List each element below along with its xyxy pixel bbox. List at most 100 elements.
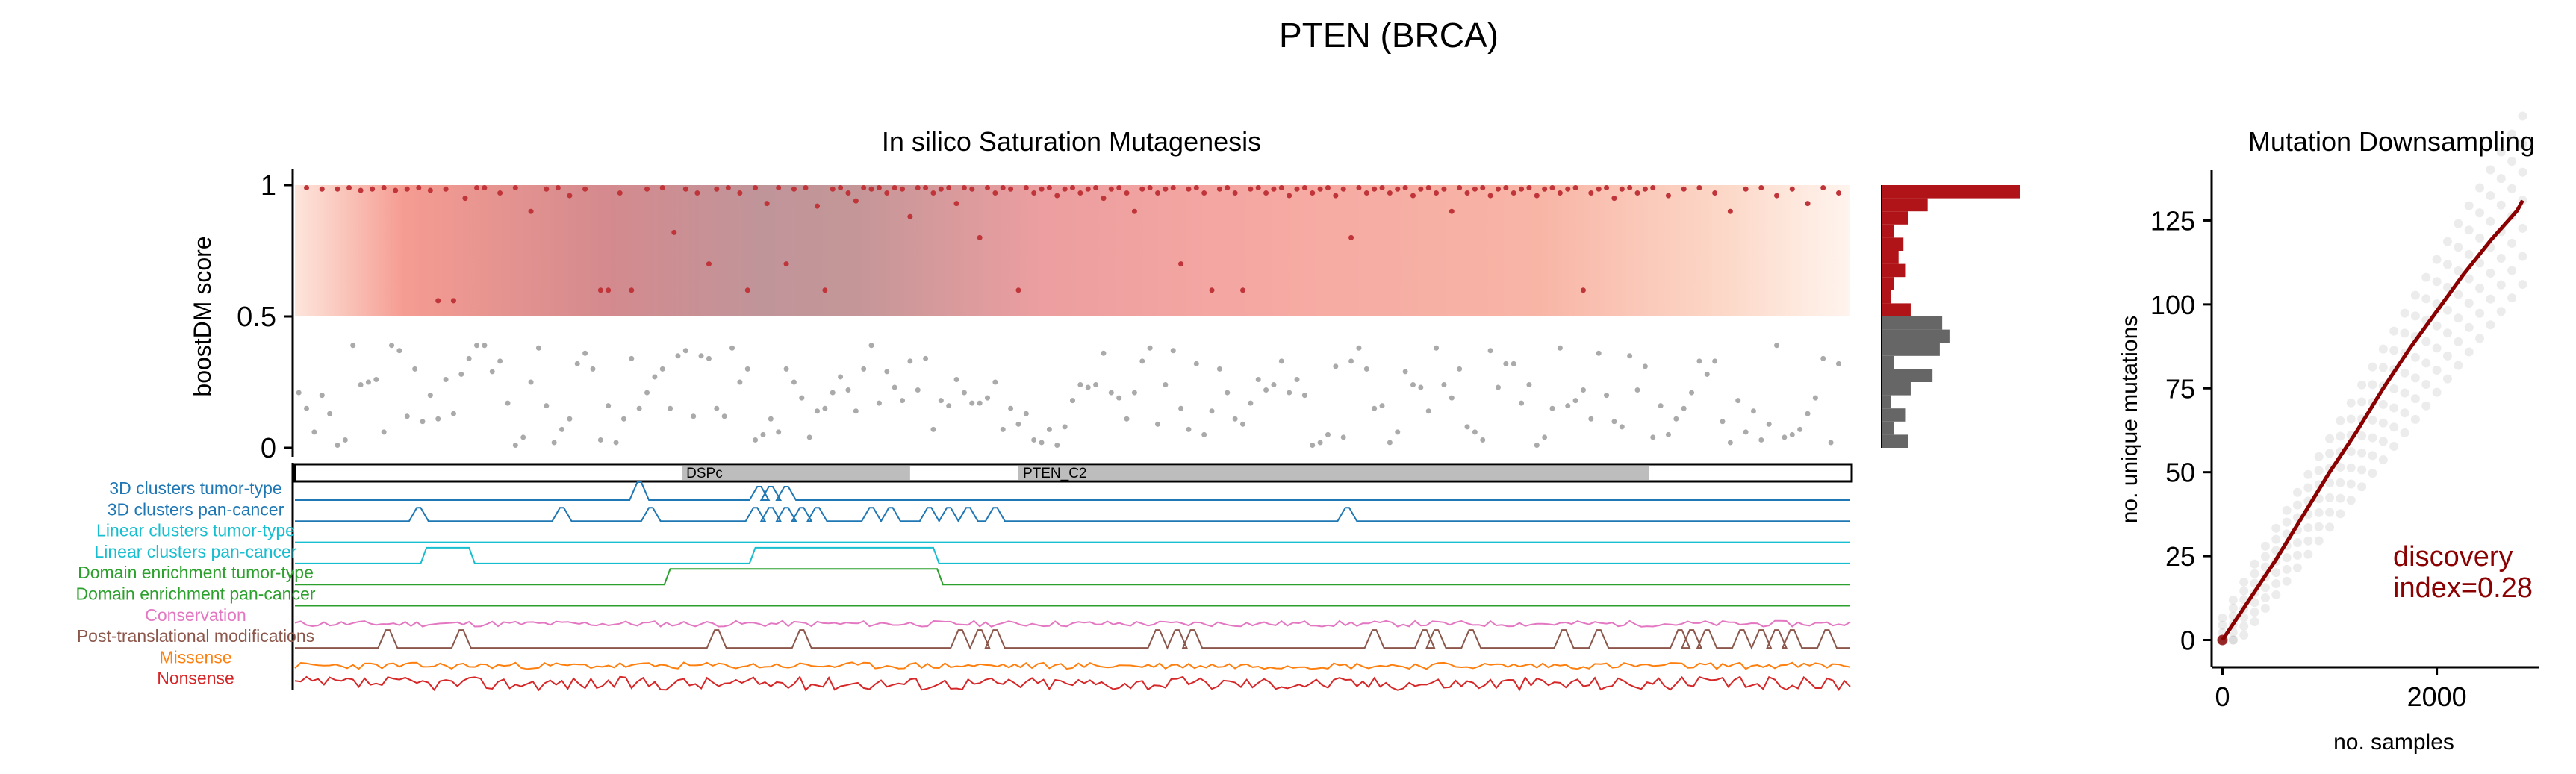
downsampling-point xyxy=(2400,408,2409,418)
saturation-panel: In silico Saturation Mutagenesis 10.50 b… xyxy=(189,126,1850,464)
driver-point xyxy=(1000,185,1006,191)
driver-point xyxy=(1178,261,1184,267)
driver-point xyxy=(482,185,488,191)
score-histogram xyxy=(1881,185,2020,448)
passenger-point xyxy=(1077,382,1083,388)
passenger-point xyxy=(969,400,975,406)
downsampling-point xyxy=(2400,428,2409,437)
passenger-point xyxy=(319,393,325,399)
passenger-point xyxy=(892,384,897,390)
downsampling-point xyxy=(2389,441,2399,451)
driver-point xyxy=(969,186,975,192)
downsampling-point xyxy=(2303,522,2313,532)
passenger-point xyxy=(822,405,828,411)
driver-point xyxy=(1278,185,1284,191)
downsampling-point xyxy=(2368,362,2377,372)
passenger-point xyxy=(1665,431,1671,437)
downsampling-point xyxy=(2442,282,2452,292)
driver-point xyxy=(838,185,844,191)
passenger-point xyxy=(1549,405,1555,411)
passenger-point xyxy=(1812,395,1818,401)
driver-point xyxy=(1333,193,1339,199)
downsampling-point xyxy=(2346,463,2356,472)
histogram-driver-bar xyxy=(1882,211,1908,225)
downsampling-point xyxy=(2410,414,2420,424)
downsampling-point xyxy=(2239,613,2249,622)
downsampling-point xyxy=(2346,414,2356,424)
downsampling-point xyxy=(2292,487,2302,497)
driver-point xyxy=(1101,196,1107,202)
passenger-point xyxy=(853,408,859,414)
driver-point xyxy=(1820,185,1826,191)
driver-point xyxy=(474,185,480,191)
passenger-point xyxy=(420,419,426,425)
downsampling-point xyxy=(2378,363,2388,372)
downsampling-point xyxy=(2518,167,2527,177)
passenger-point xyxy=(1596,350,1602,356)
passenger-point xyxy=(1689,390,1695,396)
driver-point xyxy=(1650,185,1656,191)
saturation-y-tick-label: 0 xyxy=(261,433,276,464)
track-label: Linear clusters tumor-type xyxy=(96,521,295,540)
downsampling-point xyxy=(2454,219,2463,228)
downsampling-point xyxy=(2486,294,2495,304)
downsampling-point xyxy=(2507,184,2517,193)
downsampling-point xyxy=(2260,541,2270,551)
passenger-point xyxy=(1239,421,1245,427)
downsampling-point xyxy=(2250,617,2259,626)
driver-point xyxy=(753,185,759,191)
passenger-point xyxy=(1023,411,1029,416)
downsampling-point xyxy=(2325,478,2335,488)
driver-point xyxy=(370,186,376,192)
passenger-point xyxy=(1015,421,1021,427)
driver-point xyxy=(1542,186,1548,192)
passenger-point xyxy=(815,408,821,414)
passenger-point xyxy=(597,437,603,443)
downsampling-point xyxy=(2454,337,2463,346)
driver-point xyxy=(1681,186,1687,192)
driver-point xyxy=(923,185,929,191)
passenger-point xyxy=(535,345,541,351)
passenger-point xyxy=(985,395,991,401)
passenger-point xyxy=(606,403,612,409)
passenger-point xyxy=(1449,395,1455,401)
passenger-point xyxy=(559,426,565,432)
driver-point xyxy=(1480,185,1486,191)
driver-point xyxy=(1789,186,1795,192)
downsampling-point xyxy=(2442,328,2452,338)
driver-point xyxy=(1070,185,1075,191)
passenger-point xyxy=(1147,345,1153,351)
passenger-point xyxy=(953,376,959,382)
downsampling-point xyxy=(2410,311,2420,321)
downsampling-point xyxy=(2282,517,2292,527)
track-line xyxy=(295,481,1850,501)
driver-point xyxy=(1325,185,1331,191)
driver-point xyxy=(1642,186,1648,192)
downsampling-point xyxy=(2442,374,2452,384)
downsampling-point xyxy=(2357,482,2367,492)
passenger-point xyxy=(682,348,688,354)
passenger-point xyxy=(753,437,759,443)
passenger-point xyxy=(721,413,727,419)
driver-point xyxy=(450,298,456,304)
downsampling-point xyxy=(2389,326,2399,336)
passenger-point xyxy=(1604,393,1610,399)
downsampling-point xyxy=(2250,598,2259,608)
downsampling-point xyxy=(2228,635,2238,645)
passenger-point xyxy=(1805,411,1811,416)
driver-point xyxy=(1410,193,1416,199)
passenger-point xyxy=(1325,431,1331,437)
downsampling-point xyxy=(2357,465,2367,475)
downsampling-point xyxy=(2475,284,2485,293)
driver-point xyxy=(1147,185,1153,191)
driver-point xyxy=(567,193,573,199)
histogram-passenger-bar xyxy=(1882,355,1894,369)
driver-point xyxy=(1085,186,1091,192)
passenger-point xyxy=(1681,405,1687,411)
passenger-point xyxy=(1395,429,1401,435)
passenger-point xyxy=(1658,403,1664,409)
driver-point xyxy=(1170,185,1176,191)
passenger-point xyxy=(907,358,913,364)
passenger-point xyxy=(1263,387,1269,393)
